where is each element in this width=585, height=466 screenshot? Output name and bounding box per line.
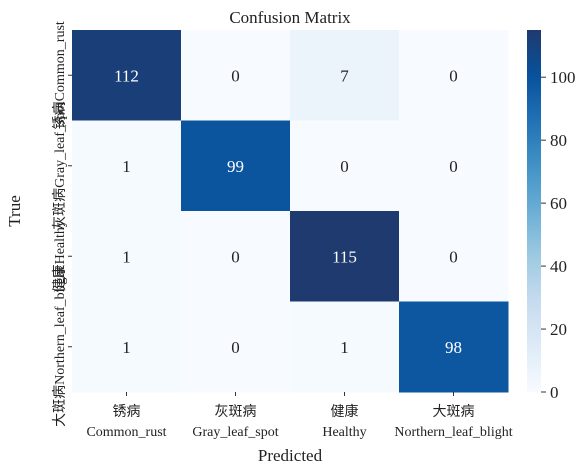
colorbar-tick-label: 0: [550, 383, 559, 402]
cell: [72, 211, 182, 302]
cell: [290, 211, 400, 302]
colorbar-tick-label: 80: [550, 131, 567, 150]
cell-label: 0: [231, 247, 240, 266]
y-tick-label-zh: 灰斑病: [52, 188, 68, 230]
y-tick-label-en: Gray_leaf_spot: [53, 101, 68, 187]
y-tick-label: 大斑病Northern_leaf_blight: [52, 267, 68, 427]
y-tick-label: 健康Healthy: [51, 220, 68, 292]
cell-label: 0: [231, 66, 240, 85]
cell: [181, 30, 291, 121]
cell-label: 1: [340, 338, 349, 357]
y-tick-label-zh: 健康: [51, 264, 68, 292]
x-tick-label: Northern_leaf_blight: [394, 425, 512, 440]
cell-label: 112: [114, 66, 139, 85]
y-tick-label-en: Northern_leaf_blight: [53, 267, 68, 385]
y-tick-label-zh: 锈病: [52, 101, 68, 129]
cell-label: 1: [122, 157, 131, 176]
cell: [399, 211, 509, 302]
y-tick-label-en: Common_rust: [53, 21, 68, 101]
cell-label: 115: [332, 247, 357, 266]
cell-label: 0: [340, 157, 349, 176]
x-tick-label: 锈病: [113, 404, 141, 420]
colorbar: [527, 30, 541, 392]
cell-label: 7: [340, 66, 349, 85]
cell-label: 1: [122, 338, 131, 357]
cell-label: 0: [449, 157, 458, 176]
x-tick-label: 大斑病: [433, 404, 475, 420]
cell-label: 99: [227, 157, 244, 176]
x-tick-label: 健康: [331, 403, 359, 420]
colorbar-tick-label: 40: [550, 257, 567, 276]
y-tick-label-en: Healthy: [53, 220, 68, 264]
y-tick-label: 灰斑病Gray_leaf_spot: [52, 101, 68, 229]
cell: [72, 120, 182, 212]
cell: [181, 301, 291, 393]
cell: [399, 120, 509, 212]
y-tick-label: 锈病Common_rust: [52, 21, 68, 129]
cell-label: 1: [122, 247, 131, 266]
x-axis-label: Predicted: [258, 446, 323, 465]
x-tick-label: 灰斑病: [215, 404, 257, 420]
colorbar-tick-label: 60: [550, 194, 567, 213]
colorbar-tick-label: 20: [550, 320, 567, 339]
cell: [399, 30, 509, 121]
cell: [72, 301, 182, 393]
cell: [290, 30, 400, 121]
cell: [72, 30, 182, 121]
cell-label: 0: [231, 338, 240, 357]
cell-label: 98: [445, 338, 462, 357]
cell: [290, 120, 400, 212]
cell: [290, 301, 400, 393]
cell: [181, 211, 291, 302]
cell-label: 0: [449, 247, 458, 266]
y-tick-label-zh: 大斑病: [52, 385, 68, 427]
y-axis-label: True: [5, 195, 24, 227]
chart-title: Confusion Matrix: [229, 8, 351, 27]
colorbar-tick-label: 100: [550, 68, 576, 87]
x-tick-label: Gray_leaf_spot: [192, 425, 278, 440]
cell: [399, 301, 509, 393]
cell-label: 0: [449, 66, 458, 85]
cell: [181, 120, 291, 212]
x-tick-label: Healthy: [322, 425, 366, 440]
x-tick-label: Common_rust: [86, 425, 166, 440]
